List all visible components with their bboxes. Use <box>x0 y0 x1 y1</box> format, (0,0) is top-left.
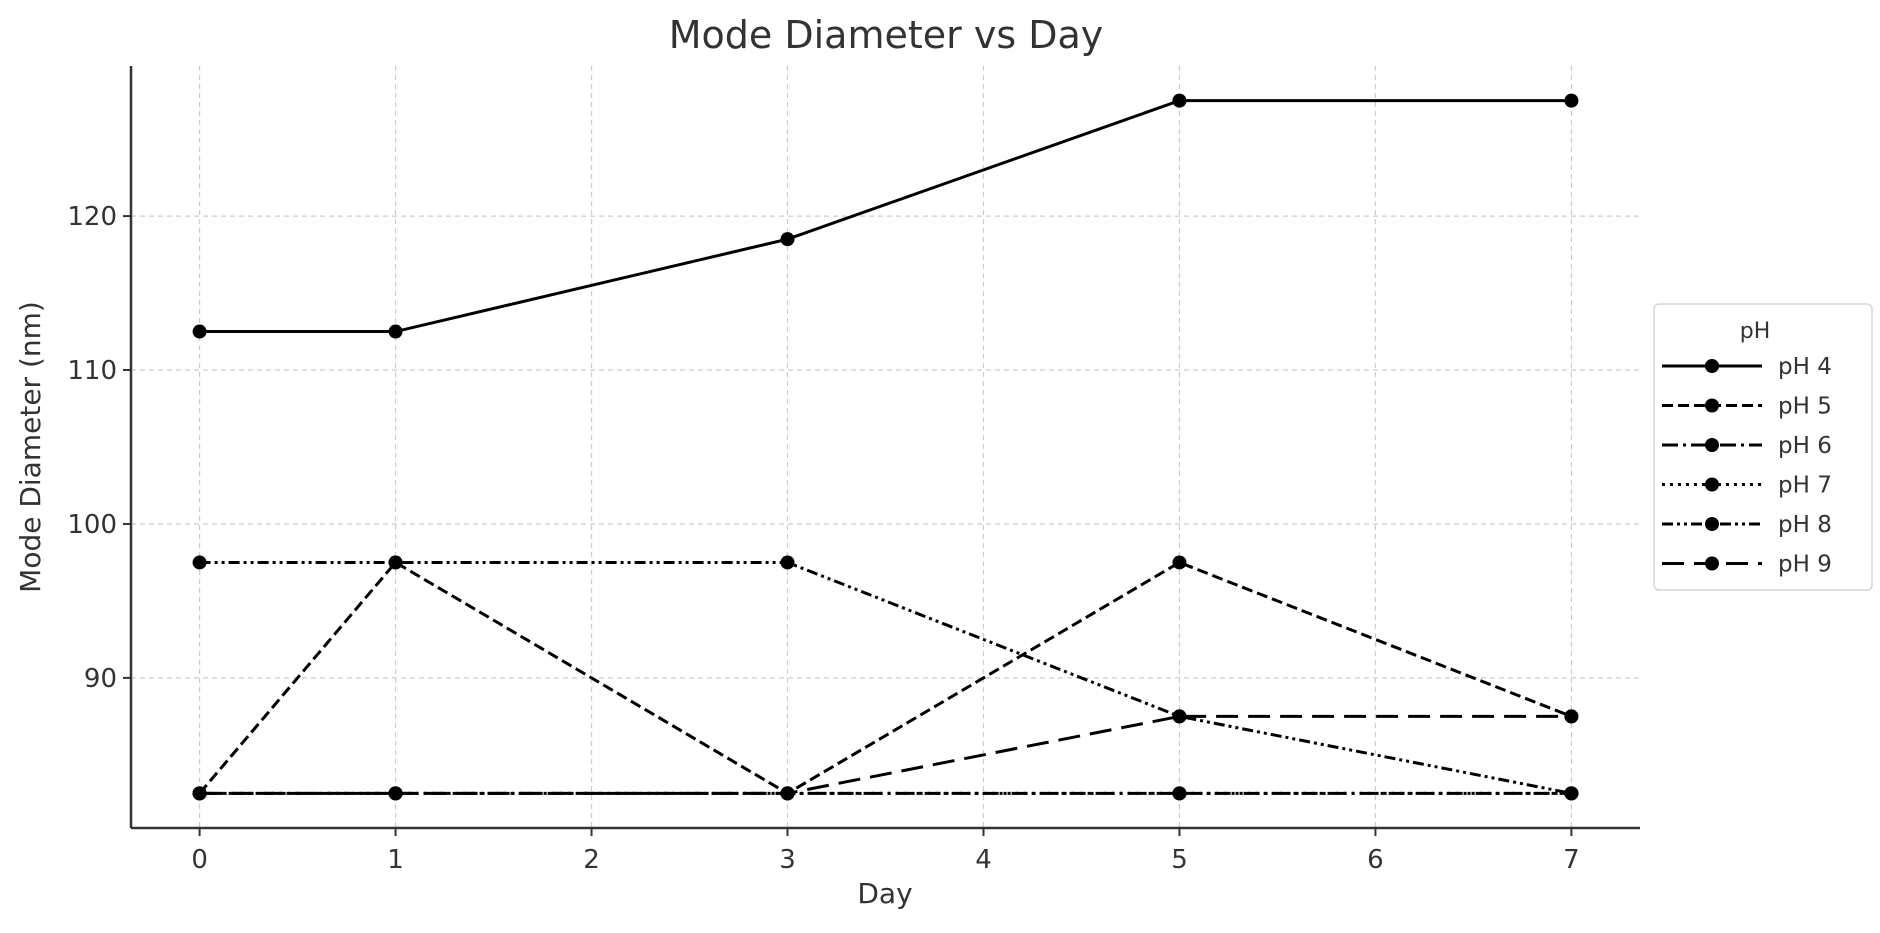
y-axis-label: Mode Diameter (nm) <box>14 301 47 593</box>
y-tick-label: 100 <box>67 510 117 540</box>
data-point <box>192 786 207 801</box>
data-point <box>780 232 795 247</box>
data-point <box>1564 93 1579 108</box>
x-tick-label: 6 <box>1367 845 1384 875</box>
legend-label: pH 6 <box>1778 433 1832 459</box>
data-point <box>388 786 403 801</box>
legend-label: pH 5 <box>1778 394 1832 420</box>
series-ph-9 <box>192 709 1579 801</box>
data-point <box>192 555 207 570</box>
legend-marker <box>1705 477 1719 492</box>
legend-entry: pH 6 <box>1662 433 1832 459</box>
legend-entry: pH 5 <box>1662 394 1832 420</box>
x-tick-label: 3 <box>779 845 796 875</box>
legend: pH pH 4 pH 5 pH 6 pH 7 pH 8 pH 9 <box>1653 303 1873 591</box>
y-tick-label: 110 <box>67 356 117 386</box>
x-axis-label: Day <box>857 877 912 910</box>
legend-entry: pH 8 <box>1662 512 1832 538</box>
x-tick-label: 1 <box>387 845 404 875</box>
legend-marker <box>1705 359 1719 373</box>
data-point <box>780 786 795 801</box>
data-point <box>1172 555 1187 570</box>
legend-entry: pH 9 <box>1662 552 1832 578</box>
legend-label: pH 4 <box>1778 354 1832 380</box>
data-point <box>388 324 403 339</box>
data-point <box>1172 709 1187 724</box>
series-ph-8 <box>192 555 1579 801</box>
chart-title: Mode Diameter vs Day <box>669 13 1104 57</box>
x-tick-label: 2 <box>583 845 600 875</box>
legend-box <box>1653 303 1873 591</box>
legend-label: pH 8 <box>1778 512 1832 538</box>
data-point <box>1172 786 1187 801</box>
y-tick-label: 90 <box>84 664 117 694</box>
x-tick-label: 7 <box>1563 845 1580 875</box>
x-tick-label: 4 <box>975 845 992 875</box>
data-point <box>1172 93 1187 108</box>
data-point <box>388 555 403 570</box>
legend-marker <box>1705 517 1719 531</box>
data-point <box>1564 786 1579 801</box>
x-tick-label: 0 <box>191 845 208 875</box>
legend-marker <box>1705 438 1719 452</box>
x-tick-label: 5 <box>1171 845 1188 875</box>
legend-label: pH 7 <box>1778 473 1832 499</box>
y-tick-label: 120 <box>67 202 117 232</box>
series-line <box>199 714 1572 795</box>
legend-marker <box>1705 398 1719 413</box>
legend-title: pH <box>1740 319 1771 344</box>
series-ph-4 <box>192 93 1579 339</box>
legend-marker <box>1705 556 1719 571</box>
legend-entry: pH 7 <box>1662 473 1832 499</box>
legend-label: pH 9 <box>1778 552 1832 578</box>
series-ph-5 <box>192 555 1579 801</box>
data-point <box>780 555 795 570</box>
legend-entry: pH 4 <box>1662 354 1832 380</box>
data-point <box>1564 709 1579 724</box>
data-point <box>192 324 207 339</box>
